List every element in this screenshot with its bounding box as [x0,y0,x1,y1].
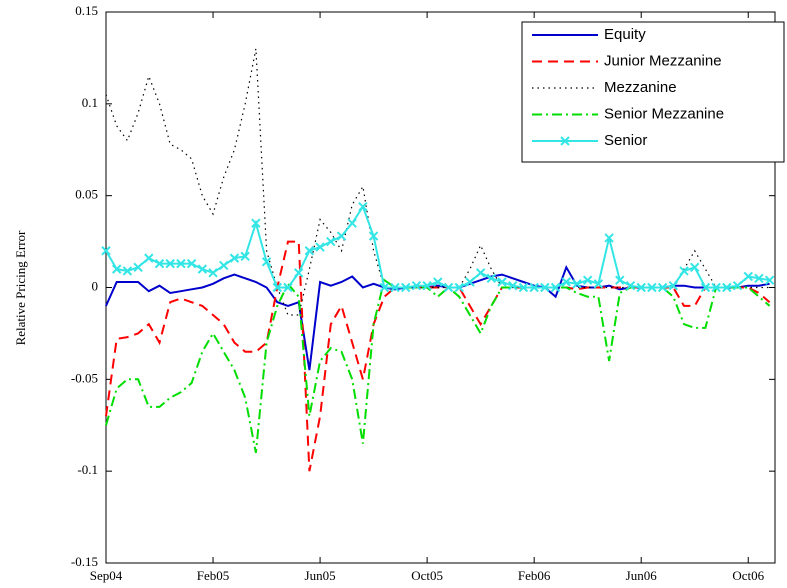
series-marker [711,282,721,293]
series-marker [604,233,614,243]
series-marker [133,262,143,273]
series-marker [582,275,593,285]
series-line [105,48,770,316]
series-marker [261,257,272,267]
series-marker [208,268,218,278]
series-marker [465,277,475,287]
series-marker [657,282,668,293]
series-marker [154,258,165,269]
x-tick-label: Oct05 [411,568,443,583]
y-tick-label: -0.05 [71,370,98,385]
y-tick-label: 0.15 [75,3,98,18]
legend-label: Senior [604,132,647,149]
series-marker [240,251,250,261]
series-marker [443,282,454,293]
series-marker [229,253,240,263]
series-marker [358,201,368,212]
series-marker [550,282,561,293]
series-marker [561,277,571,287]
x-tick-label: Oct06 [732,568,764,583]
series-marker [347,218,357,228]
legend-marker [560,136,570,146]
series-marker [722,282,732,293]
series-marker [540,282,550,293]
x-tick-label: Feb05 [197,568,230,583]
x-tick-label: Feb06 [518,568,551,583]
legend-label: Senior Mezzanine [604,105,724,122]
series-marker [475,268,486,278]
series-marker [390,282,400,293]
x-tick-label: Sep04 [90,568,123,583]
series-marker [732,280,743,291]
series-marker [197,264,208,274]
series-marker [486,273,497,284]
series-marker [326,236,336,247]
series-marker [251,218,261,228]
series-marker [219,260,229,271]
series-marker [668,280,679,291]
y-tick-label: 0.05 [75,187,98,202]
series-marker [272,282,282,293]
legend-label: Junior Mezzanine [604,52,722,69]
series-marker [293,268,304,278]
y-axis-label: Relative Pricing Error [13,230,28,345]
series-marker [433,277,443,287]
series-marker [625,280,636,291]
series-marker [615,275,625,285]
series-marker [743,271,753,282]
y-tick-label: 0.1 [82,95,98,110]
series-marker [411,280,422,291]
series-marker [454,282,464,293]
series-marker [679,266,689,276]
series-marker [283,282,293,293]
series-marker [101,246,111,256]
series-marker [368,231,379,241]
series-marker [336,231,347,241]
legend-label: Mezzanine [604,79,677,96]
series-marker [764,275,775,285]
series-marker [122,266,133,276]
x-tick-label: Jun06 [626,568,658,583]
series-marker [165,258,175,269]
x-tick-label: Jun05 [305,568,336,583]
series-marker [518,282,529,293]
series-marker [379,282,390,293]
series-marker [636,282,646,293]
series-marker [144,253,154,263]
y-tick-label: -0.15 [71,554,98,569]
series-marker [422,280,432,291]
series-marker [315,242,325,252]
series-marker [508,280,518,291]
legend-label: Equity [604,26,646,43]
series-marker [754,273,764,284]
series-marker [690,262,700,273]
series-marker [700,282,711,293]
series-marker [304,246,315,256]
series-marker [111,264,122,274]
series-marker [572,279,582,289]
series-marker [186,258,197,269]
series-marker [593,279,604,289]
series-marker [647,282,657,293]
series-marker [176,258,186,269]
y-tick-label: 0 [92,278,99,293]
series-marker [401,282,411,293]
series-marker [529,282,539,293]
series-marker [497,277,507,287]
y-tick-label: -0.1 [77,462,98,477]
legend-box [521,21,785,163]
